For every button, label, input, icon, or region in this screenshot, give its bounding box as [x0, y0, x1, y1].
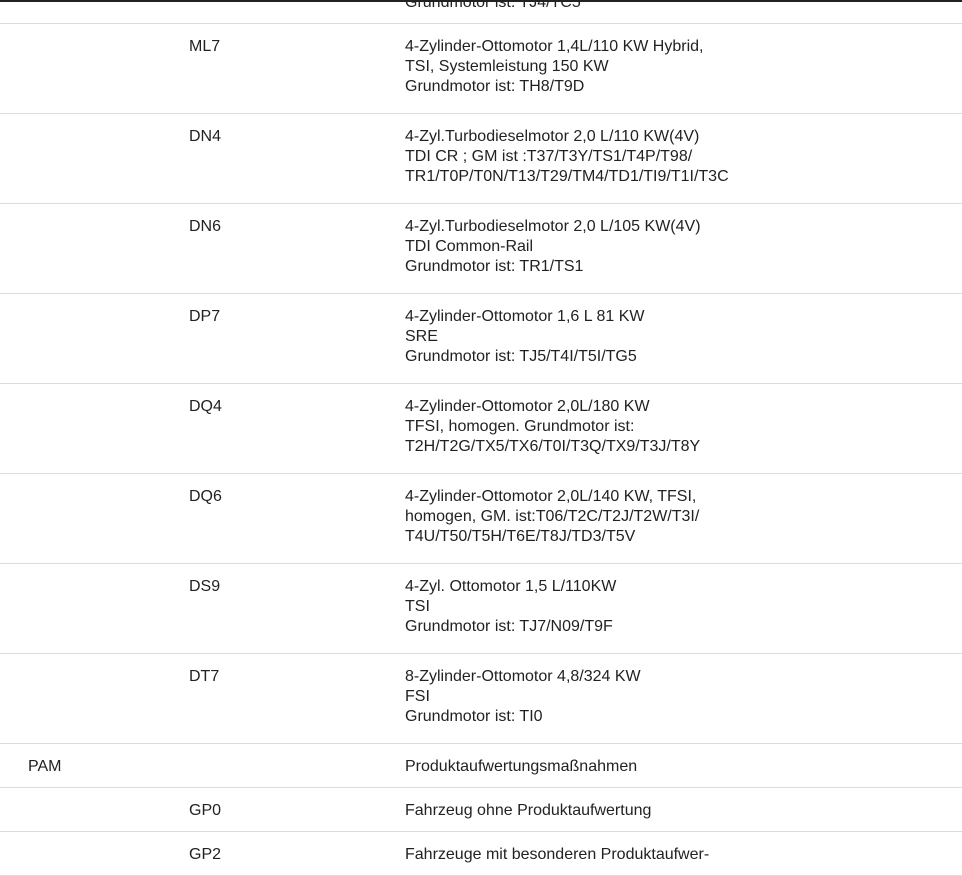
description-line: T4U/T50/T5H/T6E/T8J/TD3/T5V	[405, 528, 636, 545]
description-line: FSI	[405, 688, 430, 705]
description-line: 4-Zylinder-Ottomotor 2,0L/140 KW, TFSI,	[405, 488, 697, 505]
option-code: DP7	[189, 308, 221, 325]
table-row: DS9 4-Zyl. Ottomotor 1,5 L/110KW TSI Grundm…	[0, 564, 962, 654]
description-line: Fahrzeug ohne Produktaufwertung	[405, 802, 652, 819]
description-line: Grundmotor ist: TR1/TS1	[405, 258, 584, 275]
description-line: Grundmotor ist: TJ7/N09/T9F	[405, 618, 613, 635]
description-line: TSI, Systemleistung 150 KW	[405, 58, 609, 75]
option-code: DS9	[189, 578, 221, 595]
description-line: 4-Zyl.Turbodieselmotor 2,0 L/110 KW(4V)	[405, 128, 700, 145]
description-line: SRE	[405, 328, 438, 345]
table-row: PAM Produktaufwertungsmaßnahmen	[0, 744, 962, 788]
description-line: 4-Zyl. Ottomotor 1,5 L/110KW	[405, 578, 617, 595]
description-line: 4-Zylinder-Ottomotor 1,4L/110 KW Hybrid,	[405, 38, 704, 55]
description-line: Grundmotor ist: TJ5/T4I/T5I/TG5	[405, 348, 637, 365]
table-row: Grundmotor ist: TJ4/TC5	[0, 0, 962, 24]
top-border	[0, 0, 962, 2]
table-row: DN6 4-Zyl.Turbodieselmotor 2,0 L/105 KW(4…	[0, 204, 962, 294]
description-line: TSI	[405, 598, 430, 615]
description-line: TDI Common-Rail	[405, 238, 534, 255]
option-code: DN6	[189, 218, 222, 235]
table-row: DN4 4-Zyl.Turbodieselmotor 2,0 L/110 KW(4…	[0, 114, 962, 204]
option-code: GP0	[189, 802, 222, 819]
description-line: 4-Zylinder-Ottomotor 2,0L/180 KW	[405, 398, 650, 415]
option-code: GP2	[189, 846, 222, 863]
description-line: Produktaufwertungsmaßnahmen	[405, 758, 638, 775]
description-line: 4-Zyl.Turbodieselmotor 2,0 L/105 KW(4V)	[405, 218, 701, 235]
table-row: DQ4 4-Zylinder-Ottomotor 2,0L/180 KW TFSI,…	[0, 384, 962, 474]
group-code: PAM	[28, 758, 62, 775]
option-code: DN4	[189, 128, 222, 145]
table-row: GP2 Fahrzeuge mit besonderen Produktaufwe…	[0, 832, 962, 876]
table-row: DT7 8-Zylinder-Ottomotor 4,8/324 KW FSI Gru…	[0, 654, 962, 744]
option-code: DQ6	[189, 488, 222, 505]
description-line: Grundmotor ist: TI0	[405, 708, 543, 725]
description-line: 4-Zylinder-Ottomotor 1,6 L 81 KW	[405, 308, 645, 325]
description-line: 8-Zylinder-Ottomotor 4,8/324 KW	[405, 668, 641, 685]
description-line: Grundmotor ist: TH8/T9D	[405, 78, 585, 95]
description-line: Grundmotor ist: TJ4/TC5	[405, 0, 581, 11]
description-line: homogen, GM. ist:T06/T2C/T2J/T2W/T3I/	[405, 508, 700, 525]
table-row: ML7 4-Zylinder-Ottomotor 1,4L/110 KW Hybr…	[0, 24, 962, 114]
description-line: T2H/T2G/TX5/TX6/T0I/T3Q/TX9/T3J/T8Y	[405, 438, 701, 455]
option-code: DT7	[189, 668, 220, 685]
description-line: TDI CR ; GM ist :T37/T3Y/TS1/T4P/T98/	[405, 148, 693, 165]
option-code: ML7	[189, 38, 221, 55]
description-line: Fahrzeuge mit besonderen Produktaufwer-	[405, 846, 710, 863]
table-row: DQ6 4-Zylinder-Ottomotor 2,0L/140 KW, TFS…	[0, 474, 962, 564]
description-line: TR1/T0P/T0N/T13/T29/TM4/TD1/TI9/T1I/T3C	[405, 168, 729, 185]
option-code: DQ4	[189, 398, 222, 415]
table-row: DP7 4-Zylinder-Ottomotor 1,6 L 81 KW SRE Gr…	[0, 294, 962, 384]
description-line: TFSI, homogen. Grundmotor ist:	[405, 418, 635, 435]
table-row: GP0 Fahrzeug ohne Produktaufwertung	[0, 788, 962, 832]
